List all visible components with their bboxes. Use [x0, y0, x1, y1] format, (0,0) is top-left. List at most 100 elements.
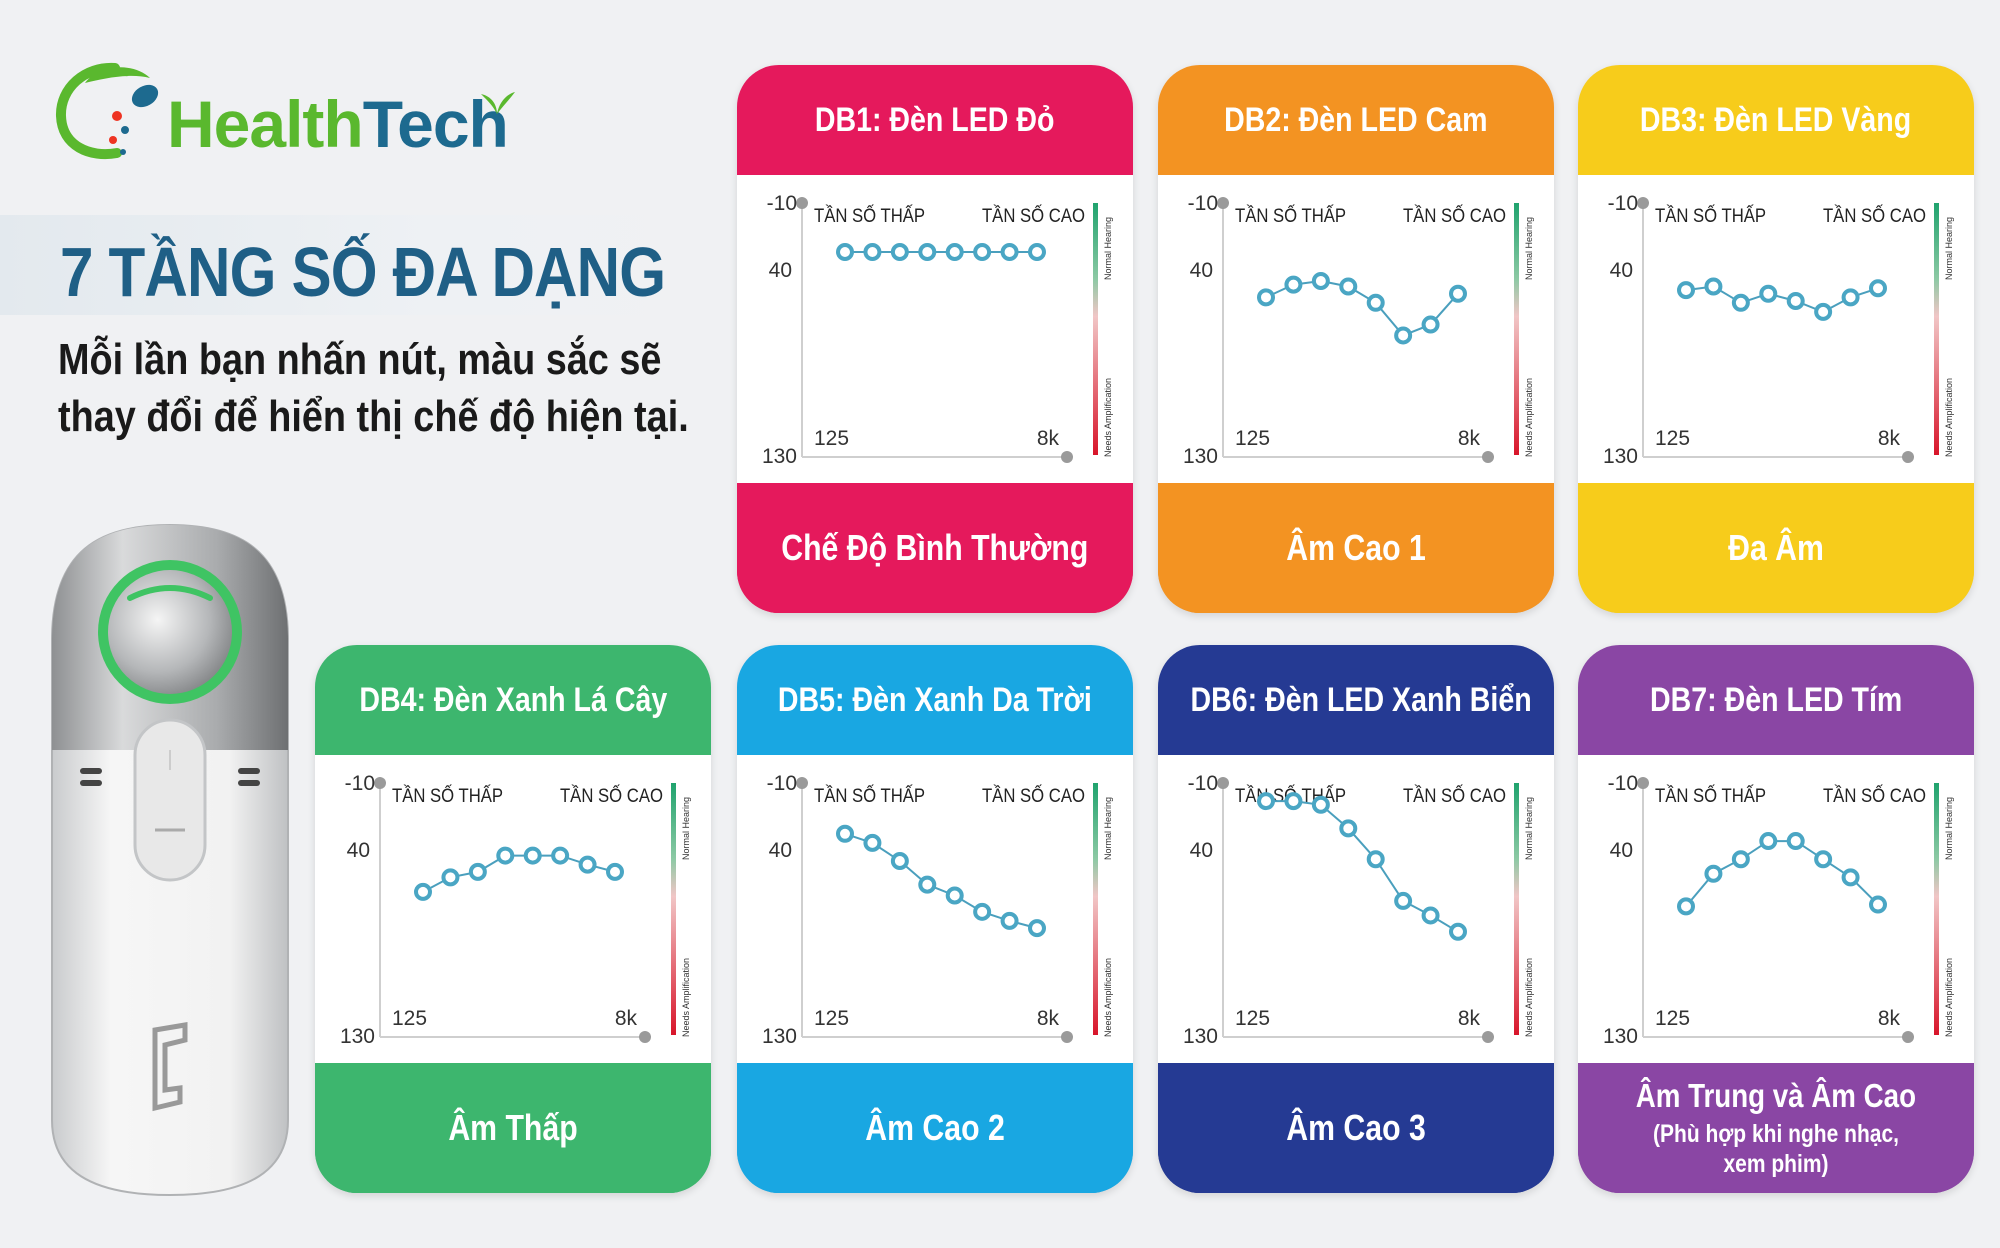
high-frequency-label: TẦN SỐ CAO [1823, 204, 1926, 226]
card-footer: Đa Âm [1578, 483, 1974, 613]
data-point [1869, 895, 1887, 914]
x-label-end: 8k [1458, 1007, 1481, 1030]
high-frequency-label: TẦN SỐ CAO [982, 784, 1085, 806]
data-point [1786, 291, 1805, 310]
x-label-start: 125 [1655, 1007, 1690, 1030]
data-point [523, 846, 542, 865]
data-point [1814, 302, 1833, 321]
high-frequency-label: TẦN SỐ CAO [1403, 204, 1506, 226]
y-label-top: -10 [767, 772, 797, 795]
leaf-logo-icon [56, 62, 159, 159]
low-frequency-label: TẦN SỐ THẤP [392, 784, 503, 806]
normal-hearing-label: Normal Hearing [681, 797, 691, 860]
audiogram-chart: -10 40 130 125 8k TẦN SỐ THẤP TẦN SỐ CAO Normal… [1578, 175, 1974, 483]
hearing-scale-bar [1514, 203, 1519, 455]
needs-amplification-label: Needs Amplification [1103, 958, 1113, 1037]
x-label-start: 125 [1235, 1007, 1270, 1030]
data-point [1869, 279, 1887, 298]
data-point [1731, 850, 1750, 869]
data-point [1841, 288, 1860, 307]
y-label-bottom: 130 [1183, 1025, 1218, 1048]
card-title-text: DB1: Đèn LED Đỏ [815, 101, 1055, 139]
x-label-start: 125 [1655, 427, 1690, 450]
data-point [1366, 850, 1385, 869]
y-label-bottom: 130 [1183, 445, 1218, 468]
data-point [496, 846, 515, 865]
mode-name: Âm Thấp [436, 1107, 590, 1149]
card-title-text: DB4: Đèn Xanh Lá Cây [359, 681, 667, 719]
brand-name: HealthTech [167, 86, 509, 162]
normal-hearing-label: Normal Hearing [1103, 797, 1113, 860]
data-point [468, 862, 487, 881]
data-point [1841, 868, 1860, 887]
x-label-end: 8k [1878, 427, 1901, 450]
hearing-scale-bar [1934, 203, 1939, 455]
data-point [1257, 288, 1275, 307]
audiogram-chart: -10 40 130 125 8k TẦN SỐ THẤP TẦN SỐ CAO Normal… [1578, 755, 1974, 1063]
data-point [414, 882, 432, 901]
data-point [1339, 819, 1358, 838]
data-point [863, 242, 882, 261]
x-label-end: 8k [1037, 427, 1060, 450]
needs-amplification-label: Needs Amplification [1524, 378, 1534, 457]
mode-name-text: Âm Cao 3 [1286, 1107, 1426, 1148]
normal-hearing-label: Normal Hearing [1944, 797, 1954, 860]
data-point [890, 852, 909, 871]
y-label-top: -10 [1608, 192, 1638, 215]
x-axis-end-dot [1902, 451, 1914, 463]
data-point [1449, 922, 1467, 941]
brand-part2: Tech [362, 87, 509, 161]
mode-card-2: DB2: Đèn LED Cam -10 40 130 125 8k TẦN SỐ THẤP… [1158, 65, 1554, 613]
data-point [1311, 795, 1330, 814]
y-label-bottom: 130 [1603, 1025, 1638, 1048]
mode-name: Chế Độ Bình Thường [752, 527, 1118, 569]
hearing-scale-bar [1934, 783, 1939, 1035]
low-frequency-label: TẦN SỐ THẤP [1655, 784, 1766, 806]
data-point [863, 833, 882, 852]
data-point [1284, 275, 1303, 294]
mode-name-text: Âm Thấp [448, 1107, 578, 1148]
card-footer: Âm Cao 2 [737, 1063, 1133, 1193]
data-point [441, 868, 460, 887]
y-label-mid: 40 [1190, 259, 1213, 282]
mode-name: Âm Trung và Âm Cao [1609, 1077, 1943, 1115]
mode-name-text: Chế Độ Bình Thường [781, 527, 1089, 568]
y-label-top: -10 [767, 192, 797, 215]
x-axis-end-dot [1482, 451, 1494, 463]
low-frequency-label: TẦN SỐ THẤP [1235, 204, 1346, 226]
data-point [1759, 284, 1778, 303]
brand-logo: HealthTech [55, 58, 535, 168]
data-point [1759, 832, 1778, 851]
mode-name-text: Âm Cao 1 [1286, 527, 1426, 568]
data-point [1394, 326, 1413, 345]
y-label-bottom: 130 [762, 445, 797, 468]
data-point [578, 855, 597, 874]
y-label-top: -10 [1188, 192, 1218, 215]
needs-amplification-label: Needs Amplification [1944, 958, 1954, 1037]
card-title: DB3: Đèn LED Vàng [1578, 65, 1974, 175]
data-point [890, 242, 909, 261]
y-axis-end-dot [796, 197, 808, 209]
data-point [1814, 850, 1833, 869]
hearing-device [30, 520, 310, 1200]
data-point [973, 242, 992, 261]
x-axis-end-dot [639, 1031, 651, 1043]
data-point [1366, 293, 1385, 312]
mode-description: (Phù hợp khi nghe nhạc, xem phim) [1626, 1119, 1926, 1179]
data-point [1449, 284, 1467, 303]
mode-name: Âm Cao 2 [852, 1107, 1018, 1149]
low-frequency-label: TẦN SỐ THẤP [814, 204, 925, 226]
x-label-start: 125 [1235, 427, 1270, 450]
data-point [836, 242, 854, 261]
data-point [1786, 832, 1805, 851]
x-label-end: 8k [1878, 1007, 1901, 1030]
x-label-start: 125 [814, 1007, 849, 1030]
y-label-top: -10 [1188, 772, 1218, 795]
mode-name-text: Âm Trung và Âm Cao [1635, 1077, 1917, 1114]
x-axis-end-dot [1061, 1031, 1073, 1043]
subline-1: Mỗi lần bạn nhấn nút, màu sắc sẽ [58, 335, 662, 384]
y-label-top: -10 [1608, 772, 1638, 795]
data-point [1028, 242, 1046, 261]
